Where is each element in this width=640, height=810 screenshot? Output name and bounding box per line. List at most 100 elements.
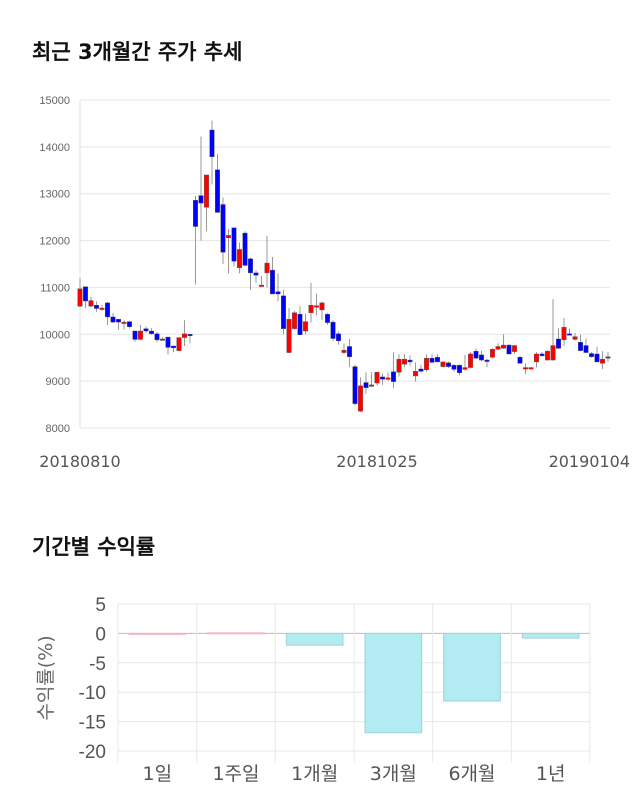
return-bar <box>285 632 344 646</box>
candle-body <box>159 338 165 341</box>
candle-body <box>572 336 578 340</box>
candle-body <box>137 330 143 340</box>
candle-body <box>93 305 99 309</box>
candle-body <box>517 357 523 364</box>
candle-body <box>490 349 496 358</box>
x-tick-label: 1개월 <box>291 763 338 785</box>
candle-body <box>225 235 231 238</box>
candle-body <box>561 327 567 341</box>
candle-body <box>369 384 375 387</box>
candle-body <box>457 365 463 373</box>
x-tick-label: 20190104 <box>549 452 630 471</box>
x-tick-label: 6개월 <box>448 763 495 785</box>
y-tick-label: 14000 <box>39 142 70 154</box>
candle-body <box>363 382 369 388</box>
candle-body <box>391 371 397 382</box>
candle-body <box>567 333 573 336</box>
candle-body <box>358 385 364 412</box>
candle-body <box>418 368 424 372</box>
price-chart-title: 최근 3개월간 주가 추세 <box>32 40 243 64</box>
x-tick-label: 1년 <box>536 763 566 785</box>
candle-body <box>347 346 353 357</box>
y-tick-label: 11000 <box>40 282 70 294</box>
candle-body <box>512 345 518 352</box>
y-tick-label: 13000 <box>39 189 70 201</box>
candle-body <box>270 269 276 295</box>
candle-body <box>325 313 331 323</box>
candle-body <box>451 365 457 370</box>
candle-body <box>292 312 298 329</box>
candle-body <box>446 362 452 367</box>
candle-body <box>473 350 479 359</box>
candle-body <box>132 330 138 340</box>
candle-body <box>528 367 534 370</box>
candle-body <box>209 129 215 157</box>
y-tick-label: 15000 <box>39 95 70 107</box>
return-bar <box>521 632 580 639</box>
candle-body <box>407 359 413 363</box>
candle-body <box>314 305 320 308</box>
x-tick-label: 20180810 <box>39 452 120 471</box>
return-bar <box>443 632 501 702</box>
candle-body <box>396 358 402 373</box>
y-tick-label: 8000 <box>46 423 70 435</box>
candle-body <box>148 330 154 335</box>
candle-body <box>264 262 270 274</box>
candle-body <box>440 361 446 367</box>
x-tick-label: 1주일 <box>212 763 259 785</box>
return-bar <box>207 632 265 635</box>
candle-body <box>352 366 358 404</box>
candle-body <box>154 333 160 341</box>
candle-body <box>170 345 176 349</box>
candle-body <box>468 353 474 368</box>
candle-body <box>435 357 441 363</box>
candle-body <box>341 350 347 353</box>
candle-body <box>523 367 529 370</box>
candle-body <box>110 316 116 323</box>
candle-body <box>236 249 242 268</box>
candlestick-chart: 8000 9000 10000 11000 12000 13000 14000 15000 20… <box>39 95 630 471</box>
candle-body <box>402 358 408 365</box>
candle-body <box>330 321 336 339</box>
candle-body <box>600 358 606 364</box>
candle-body <box>539 353 545 357</box>
candle-body <box>506 344 512 355</box>
candle-body <box>203 174 209 208</box>
candle-body <box>479 354 485 361</box>
candle-body <box>303 321 309 332</box>
candle-body <box>424 357 430 371</box>
candle-body <box>242 232 248 266</box>
candle-body <box>550 345 556 361</box>
candle-body <box>253 272 259 276</box>
candle-body <box>413 371 419 377</box>
candle-body <box>501 344 507 349</box>
candle-body <box>198 195 204 204</box>
candle-body <box>589 353 595 357</box>
return-bar <box>364 632 423 734</box>
candle-body <box>126 321 132 327</box>
candle-body <box>214 169 220 213</box>
candle-body <box>484 359 490 362</box>
candle-body <box>165 336 171 348</box>
candle-body <box>181 333 187 338</box>
candle-body <box>281 295 287 329</box>
candle-body <box>385 377 391 380</box>
candle-body <box>77 288 83 307</box>
y-tick-label: -10 <box>79 683 106 704</box>
x-tick-label: 1일 <box>143 763 173 785</box>
candle-body <box>104 302 110 318</box>
candle-body <box>231 227 237 262</box>
y-tick-label: 0 <box>95 624 106 645</box>
candle-body <box>545 350 551 361</box>
y-tick-label: -20 <box>79 742 106 763</box>
candle-body <box>192 200 198 227</box>
candle-body <box>319 302 325 311</box>
candle-body <box>583 345 589 353</box>
candle-body <box>556 338 562 349</box>
x-tick-label: 20181025 <box>336 452 417 471</box>
candle-body <box>594 353 600 363</box>
candle-body <box>247 258 253 274</box>
candle-body <box>88 300 94 307</box>
candle-body <box>220 204 226 253</box>
